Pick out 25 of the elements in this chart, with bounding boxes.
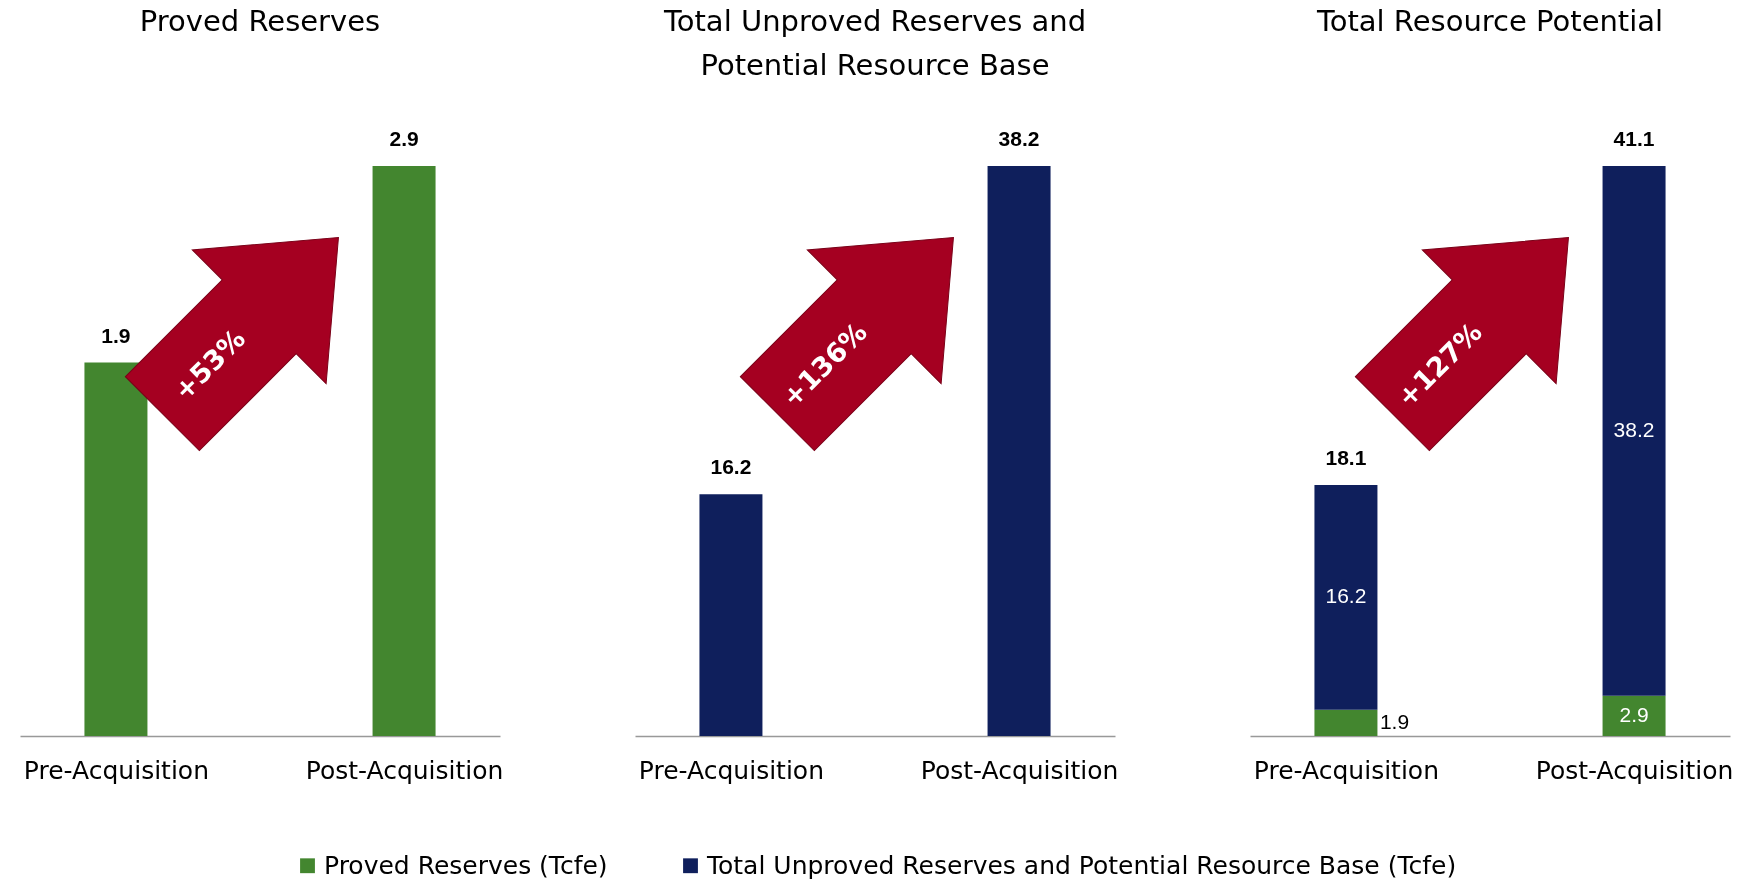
data-label: 16.2	[1325, 584, 1367, 608]
total-label: 41.1	[1613, 127, 1655, 150]
x-tick-label: Pre-Acquisition	[23, 755, 210, 785]
x-tick-label: Post-Acquisition	[920, 755, 1119, 785]
chart-title: Proved Reserves	[139, 4, 381, 38]
x-tick-label: Pre-Acquisition	[1253, 755, 1440, 785]
x-tick-label: Post-Acquisition	[305, 755, 504, 785]
legend-label: Proved Reserves (Tcfe)	[324, 850, 608, 880]
bar	[1602, 695, 1666, 736]
bar	[1314, 484, 1378, 710]
data-label: 2.9	[389, 127, 419, 150]
data-label: 1.9	[1379, 709, 1410, 733]
data-label: 38.2	[1613, 417, 1655, 441]
chart-title: Total Resource Potential	[1315, 4, 1664, 38]
total-label: 18.1	[1325, 445, 1367, 469]
data-label: 1.9	[101, 323, 131, 347]
bar	[1602, 166, 1666, 696]
data-label: 2.9	[1619, 702, 1649, 726]
x-tick-label: Post-Acquisition	[1535, 755, 1734, 785]
bar	[1314, 709, 1378, 736]
x-tick-label: Pre-Acquisition	[638, 755, 825, 785]
data-label: 16.2	[710, 455, 752, 479]
legend-label: Total Unproved Reserves and Potential Resource Base (Tcfe)	[706, 850, 1457, 880]
chart-title: Total Unproved Reserves and Potential Resource Base	[662, 4, 1087, 82]
data-label: 38.2	[998, 127, 1040, 150]
